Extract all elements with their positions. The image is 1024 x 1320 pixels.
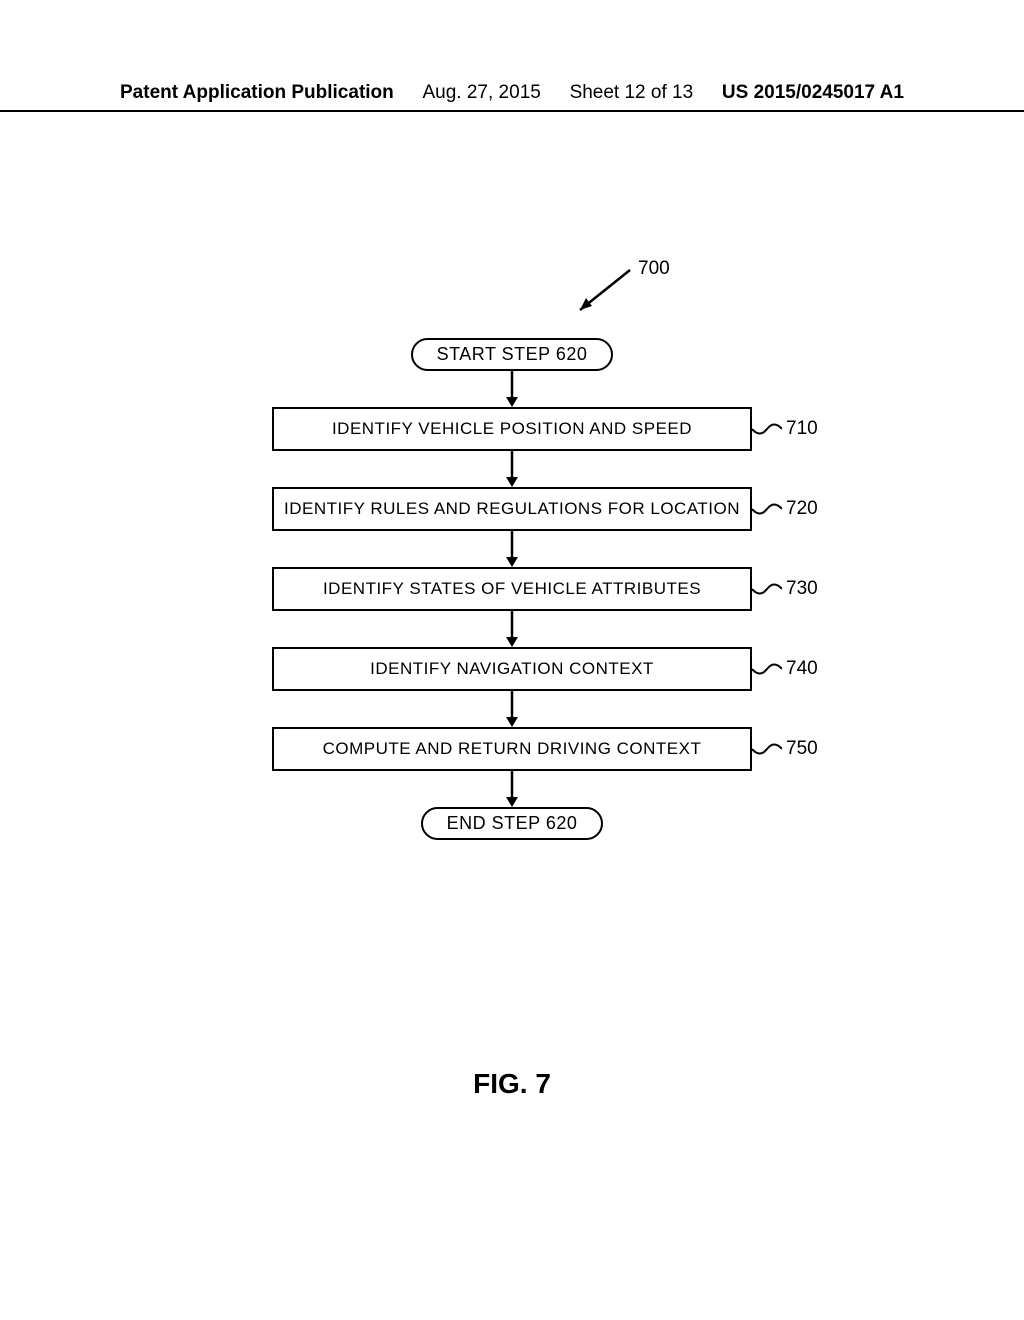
overall-reference-number: 700 <box>638 258 670 280</box>
step-box-740: IDENTIFY NAVIGATION CONTEXT <box>272 647 752 691</box>
step-ref-number: 710 <box>786 418 818 440</box>
step-ref-number: 740 <box>786 658 818 680</box>
step-ref-connector: 750 <box>752 738 818 760</box>
step-box-730: IDENTIFY STATES OF VEHICLE ATTRIBUTES <box>272 567 752 611</box>
arrow-icon <box>502 611 522 647</box>
step-ref-number: 750 <box>786 738 818 760</box>
publication-number: US 2015/0245017 A1 <box>722 82 904 104</box>
step-ref-connector: 730 <box>752 578 818 600</box>
step-row: IDENTIFY RULES AND REGULATIONS FOR LOCAT… <box>272 487 752 531</box>
arrow-icon <box>502 451 522 487</box>
publication-date: Aug. 27, 2015 <box>423 82 541 104</box>
step-row: COMPUTE AND RETURN DRIVING CONTEXT 750 <box>272 727 752 771</box>
publication-label: Patent Application Publication <box>120 82 394 104</box>
overall-reference-arrow: 700 <box>560 260 680 325</box>
arrow-icon <box>502 531 522 567</box>
page-header: Patent Application Publication Aug. 27, … <box>0 82 1024 112</box>
step-ref-number: 720 <box>786 498 818 520</box>
arrow-icon <box>502 771 522 807</box>
step-row: IDENTIFY NAVIGATION CONTEXT 740 <box>272 647 752 691</box>
step-ref-number: 730 <box>786 578 818 600</box>
step-row: IDENTIFY VEHICLE POSITION AND SPEED 710 <box>272 407 752 451</box>
sheet-label: Sheet 12 of 13 <box>570 82 694 104</box>
step-ref-connector: 720 <box>752 498 818 520</box>
arrow-icon <box>502 371 522 407</box>
step-row: IDENTIFY STATES OF VEHICLE ATTRIBUTES 73… <box>272 567 752 611</box>
step-ref-connector: 740 <box>752 658 818 680</box>
step-box-710: IDENTIFY VEHICLE POSITION AND SPEED <box>272 407 752 451</box>
end-terminal: END STEP 620 <box>421 807 604 840</box>
step-box-720: IDENTIFY RULES AND REGULATIONS FOR LOCAT… <box>272 487 752 531</box>
step-ref-connector: 710 <box>752 418 818 440</box>
figure-label: FIG. 7 <box>0 1068 1024 1100</box>
flowchart-column: START STEP 620 IDENTIFY VEHICLE POSITION… <box>0 338 1024 840</box>
step-box-750: COMPUTE AND RETURN DRIVING CONTEXT <box>272 727 752 771</box>
arrow-icon <box>502 691 522 727</box>
start-terminal: START STEP 620 <box>411 338 614 371</box>
